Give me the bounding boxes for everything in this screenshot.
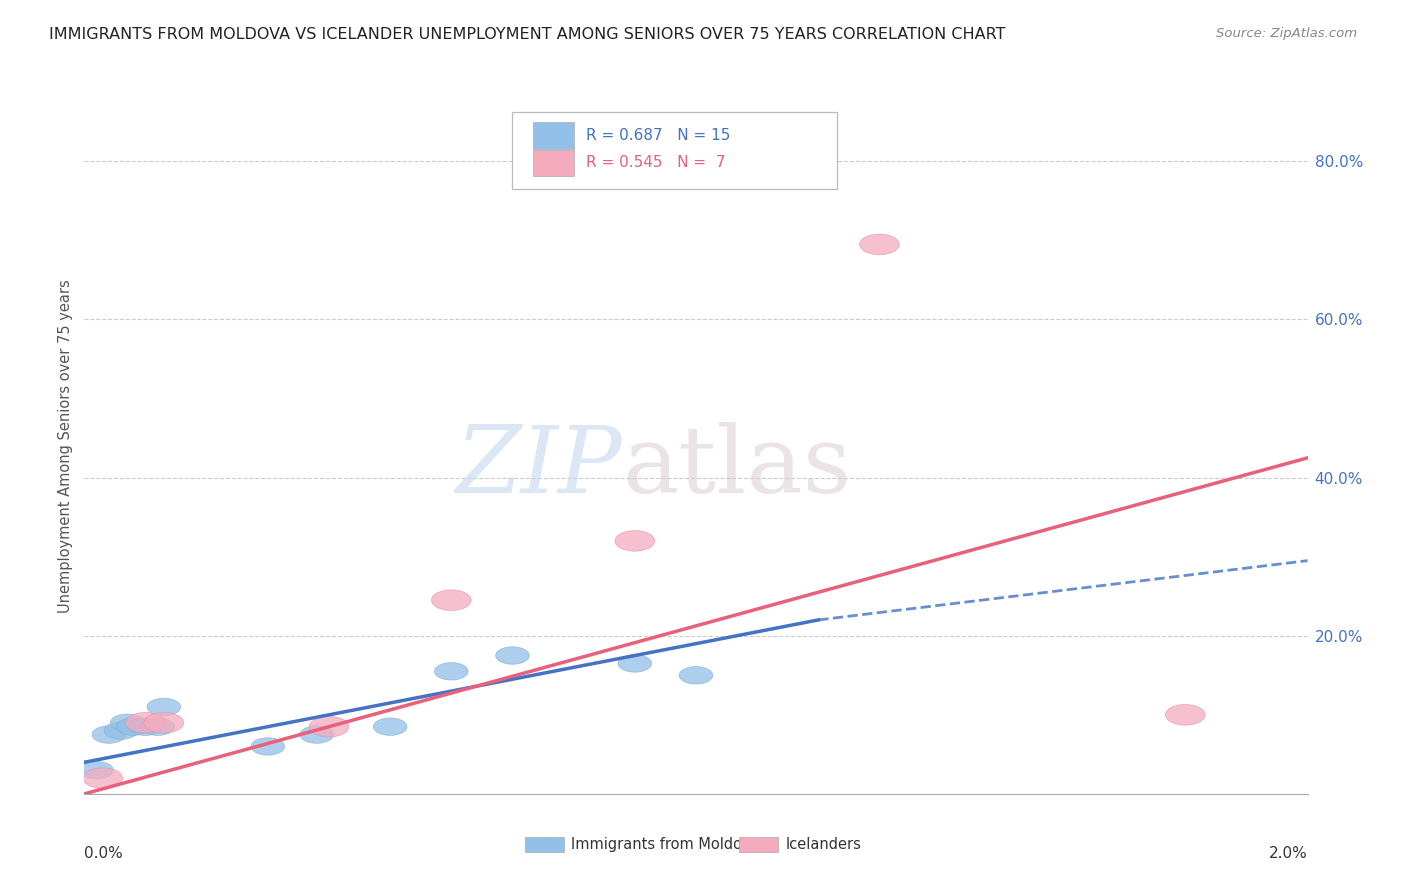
Text: 2.0%: 2.0% bbox=[1268, 846, 1308, 861]
Ellipse shape bbox=[91, 726, 125, 743]
Text: 0.0%: 0.0% bbox=[84, 846, 124, 861]
Text: R = 0.545   N =  7: R = 0.545 N = 7 bbox=[586, 155, 725, 170]
Ellipse shape bbox=[141, 718, 174, 735]
Ellipse shape bbox=[129, 718, 162, 735]
Bar bbox=[533, 122, 574, 149]
Ellipse shape bbox=[104, 722, 138, 739]
Ellipse shape bbox=[614, 531, 655, 551]
Text: Immigrants from Moldova: Immigrants from Moldova bbox=[571, 838, 759, 852]
Ellipse shape bbox=[619, 655, 651, 673]
Ellipse shape bbox=[143, 713, 184, 733]
Ellipse shape bbox=[148, 698, 181, 715]
Text: atlas: atlas bbox=[623, 422, 852, 512]
Bar bbox=[738, 837, 778, 853]
Ellipse shape bbox=[309, 716, 349, 737]
Text: Icelanders: Icelanders bbox=[786, 838, 860, 852]
Ellipse shape bbox=[125, 713, 166, 733]
Ellipse shape bbox=[679, 666, 713, 684]
Ellipse shape bbox=[432, 590, 471, 610]
Bar bbox=[533, 150, 574, 176]
Ellipse shape bbox=[374, 718, 406, 735]
Y-axis label: Unemployment Among Seniors over 75 years: Unemployment Among Seniors over 75 years bbox=[58, 279, 73, 613]
Ellipse shape bbox=[434, 663, 468, 680]
Ellipse shape bbox=[83, 768, 122, 789]
Ellipse shape bbox=[496, 647, 529, 665]
Ellipse shape bbox=[299, 726, 333, 743]
Ellipse shape bbox=[110, 714, 143, 731]
Ellipse shape bbox=[859, 234, 900, 255]
Bar bbox=[524, 837, 564, 853]
Ellipse shape bbox=[80, 762, 114, 779]
Text: ZIP: ZIP bbox=[456, 422, 623, 512]
Ellipse shape bbox=[1166, 705, 1205, 725]
Ellipse shape bbox=[252, 738, 284, 756]
FancyBboxPatch shape bbox=[513, 112, 837, 188]
Text: Source: ZipAtlas.com: Source: ZipAtlas.com bbox=[1216, 27, 1357, 40]
Text: IMMIGRANTS FROM MOLDOVA VS ICELANDER UNEMPLOYMENT AMONG SENIORS OVER 75 YEARS CO: IMMIGRANTS FROM MOLDOVA VS ICELANDER UNE… bbox=[49, 27, 1005, 42]
Text: R = 0.687   N = 15: R = 0.687 N = 15 bbox=[586, 128, 730, 144]
Ellipse shape bbox=[117, 718, 150, 735]
